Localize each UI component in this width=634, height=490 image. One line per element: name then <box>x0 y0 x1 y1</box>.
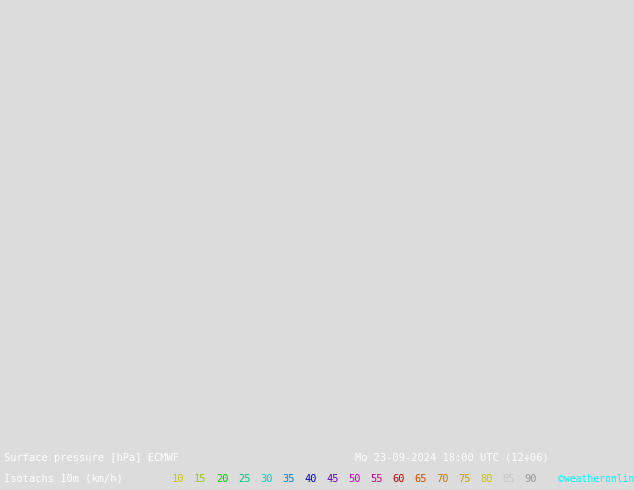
Text: 90: 90 <box>524 474 536 484</box>
Text: 30: 30 <box>260 474 273 484</box>
Text: 55: 55 <box>370 474 382 484</box>
Text: ©weatheronline.co.uk: ©weatheronline.co.uk <box>558 474 634 484</box>
Text: 20: 20 <box>216 474 228 484</box>
Text: 45: 45 <box>326 474 339 484</box>
Text: 50: 50 <box>348 474 361 484</box>
Text: Isotachs 10m (km/h): Isotachs 10m (km/h) <box>4 474 123 484</box>
Text: 65: 65 <box>414 474 427 484</box>
Text: 60: 60 <box>392 474 404 484</box>
Text: 75: 75 <box>458 474 470 484</box>
Text: 40: 40 <box>304 474 316 484</box>
Text: Surface pressure [hPa] ECMWF: Surface pressure [hPa] ECMWF <box>4 453 179 463</box>
Text: 70: 70 <box>436 474 448 484</box>
Text: 15: 15 <box>194 474 207 484</box>
Text: 85: 85 <box>502 474 515 484</box>
Text: 80: 80 <box>480 474 493 484</box>
Text: Mo 23-09-2024 18:00 UTC (12+06): Mo 23-09-2024 18:00 UTC (12+06) <box>355 453 549 463</box>
Text: 25: 25 <box>238 474 250 484</box>
Text: 35: 35 <box>282 474 295 484</box>
Text: 10: 10 <box>172 474 184 484</box>
